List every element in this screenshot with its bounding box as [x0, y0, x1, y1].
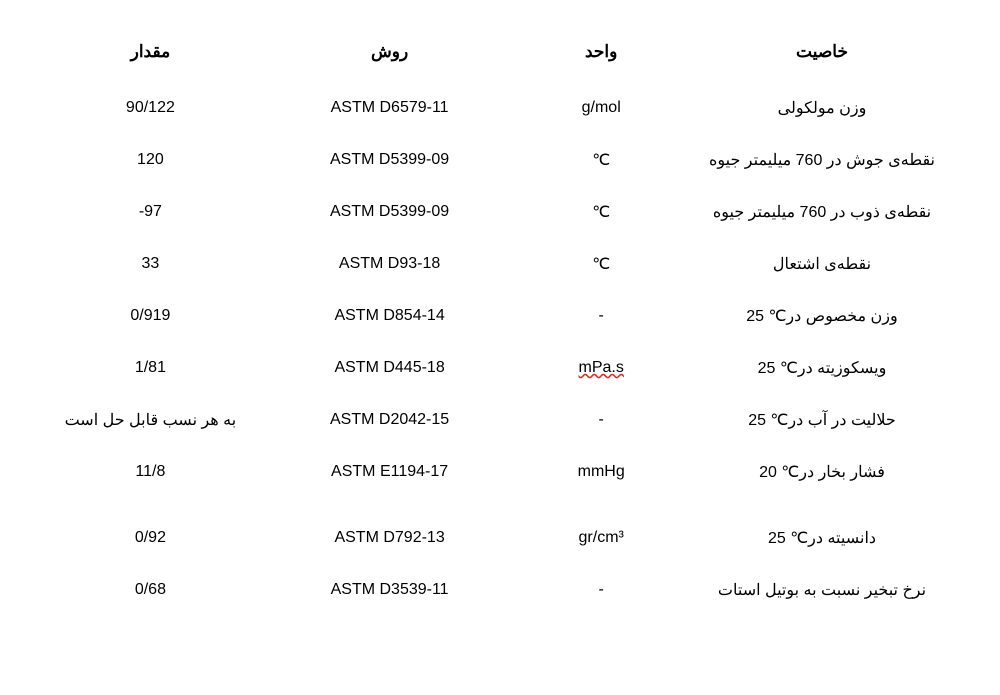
table-row: 120 ASTM D5399-09 ℃ نقطه‌ی جوش در 760 می…: [40, 134, 960, 186]
cell-property: وزن مخصوص در℃ 25: [684, 290, 960, 342]
cell-value: 33: [40, 238, 261, 290]
cell-property: نقطه‌ی اشتعال: [684, 238, 960, 290]
cell-method: ASTM D5399-09: [261, 134, 519, 186]
cell-value: 1/81: [40, 342, 261, 394]
cell-unit: -: [518, 564, 684, 616]
cell-property: وزن مولکولی: [684, 82, 960, 134]
cell-unit: ℃: [518, 238, 684, 290]
cell-method: ASTM D854-14: [261, 290, 519, 342]
table-row: 90/122 ASTM D6579-11 g/mol وزن مولکولی: [40, 82, 960, 134]
table-row: 1/81 ASTM D445-18 mPa.s ویسکوزیته در℃ 25: [40, 342, 960, 394]
cell-property: ویسکوزیته در℃ 25: [684, 342, 960, 394]
cell-unit: gr/cm³: [518, 498, 684, 564]
cell-property: نقطه‌ی جوش در 760 میلیمتر جیوه: [684, 134, 960, 186]
cell-value: 11/8: [40, 446, 261, 498]
cell-unit: g/mol: [518, 82, 684, 134]
cell-value: 0/919: [40, 290, 261, 342]
table-header-row: مقدار روش واحد خاصیت: [40, 30, 960, 82]
cell-method: ASTM E1194-17: [261, 446, 519, 498]
table-row: 11/8 ASTM E1194-17 mmHg فشار بخار در℃ 20: [40, 446, 960, 498]
table-row: به هر نسب قابل حل است ASTM D2042-15 - حل…: [40, 394, 960, 446]
header-unit: واحد: [518, 30, 684, 82]
header-property: خاصیت: [684, 30, 960, 82]
cell-property: فشار بخار در℃ 20: [684, 446, 960, 498]
cell-property: دانسیته در℃ 25: [684, 498, 960, 564]
cell-method: ASTM D6579-11: [261, 82, 519, 134]
header-method: روش: [261, 30, 519, 82]
cell-value: 90/122: [40, 82, 261, 134]
cell-method: ASTM D445-18: [261, 342, 519, 394]
properties-table: مقدار روش واحد خاصیت 90/122 ASTM D6579-1…: [40, 30, 960, 616]
cell-property: نرخ تبخیر نسبت به بوتیل استات: [684, 564, 960, 616]
table-row: 0/919 ASTM D854-14 - وزن مخصوص در℃ 25: [40, 290, 960, 342]
cell-unit: mPa.s: [518, 342, 684, 394]
header-value: مقدار: [40, 30, 261, 82]
cell-property: نقطه‌ی ذوب در 760 میلیمتر جیوه: [684, 186, 960, 238]
cell-value: 0/68: [40, 564, 261, 616]
cell-value: 120: [40, 134, 261, 186]
cell-value: به هر نسب قابل حل است: [40, 394, 261, 446]
cell-unit: ℃: [518, 134, 684, 186]
cell-method: ASTM D792-13: [261, 498, 519, 564]
cell-unit: -: [518, 394, 684, 446]
cell-method: ASTM D93-18: [261, 238, 519, 290]
cell-value: -97: [40, 186, 261, 238]
cell-unit: mmHg: [518, 446, 684, 498]
cell-method: ASTM D3539-11: [261, 564, 519, 616]
table-row: -97 ASTM D5399-09 ℃ نقطه‌ی ذوب در 760 می…: [40, 186, 960, 238]
table-row: 0/68 ASTM D3539-11 - نرخ تبخیر نسبت به ب…: [40, 564, 960, 616]
cell-unit: ℃: [518, 186, 684, 238]
cell-unit: -: [518, 290, 684, 342]
cell-property: حلالیت در آب در℃ 25: [684, 394, 960, 446]
cell-method: ASTM D5399-09: [261, 186, 519, 238]
table-row: 33 ASTM D93-18 ℃ نقطه‌ی اشتعال: [40, 238, 960, 290]
cell-method: ASTM D2042-15: [261, 394, 519, 446]
cell-value: 0/92: [40, 498, 261, 564]
table-row: 0/92 ASTM D792-13 gr/cm³ دانسیته در℃ 25: [40, 498, 960, 564]
